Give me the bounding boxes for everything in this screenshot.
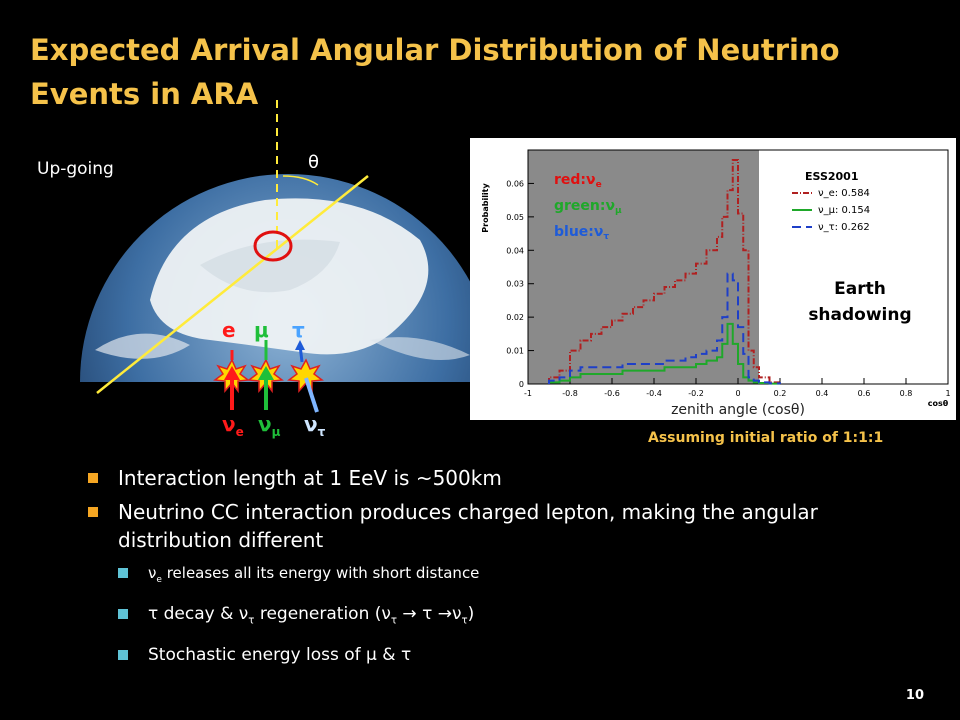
x-tick-label: 1: [945, 389, 950, 398]
x-axis-label: cosθ: [928, 399, 949, 408]
legend-title: ESS2001: [805, 170, 858, 183]
legend-entry-1: ν_μ: 0.154: [818, 205, 870, 216]
y-tick-label: 0.04: [506, 246, 524, 255]
y-axis-label: Probability: [481, 183, 490, 233]
overlay-label-blue: blue:ντ: [554, 224, 609, 242]
y-tick-label: 0.01: [506, 347, 524, 356]
legend-entry-0: ν_e: 0.584: [818, 188, 870, 199]
x-tick-label: 0.8: [900, 389, 913, 398]
lepton-mu-label: μ: [254, 318, 269, 342]
nu-tau-arrow: [304, 377, 319, 413]
zenith-angle-caption: zenith angle (cosθ): [671, 402, 805, 418]
x-tick-label: 0.4: [816, 389, 829, 398]
interaction-star-tau: [287, 358, 324, 394]
series-0-line: [548, 159, 781, 384]
interaction-star-mu: [247, 358, 284, 394]
x-tick-label: 0.2: [774, 389, 787, 398]
theta-arc: [282, 175, 319, 186]
overlay-label-green: green:νμ: [554, 198, 622, 216]
y-tick-label: 0: [519, 380, 524, 389]
page-number: 10: [905, 688, 924, 703]
up-going-label: Up-going: [37, 159, 114, 179]
theta-label: θ: [308, 152, 320, 173]
ratio-note: Assuming initial ratio of 1:1:1: [648, 430, 884, 446]
nu-mu-label: νμ: [258, 412, 281, 439]
x-tick-label: 0: [735, 389, 740, 398]
series-2-line: [548, 272, 781, 385]
y-tick-label: 0.02: [506, 313, 524, 322]
y-tick-label: 0.03: [506, 280, 524, 289]
nu-e-label: νe: [222, 412, 244, 439]
bullet-nu-e: νe releases all its energy with short di…: [118, 560, 918, 593]
interaction-star-e: [213, 358, 250, 394]
tau-track: [298, 344, 304, 363]
series-1-line: [548, 322, 781, 385]
x-tick-label: -0.6: [604, 389, 620, 398]
lepton-e-label: e: [222, 318, 236, 342]
x-tick-label: -0.8: [562, 389, 578, 398]
x-tick-label: -0.4: [646, 389, 662, 398]
earth-shadowing-label-1: Earth: [834, 279, 886, 299]
probability-chart: -1 -0.8 -0.6 -0.4 -0.2 0 0.2 0.4 0.6 0.8 1 0 0.01 0.0…: [481, 149, 951, 418]
ara-detector-circle: [253, 230, 293, 262]
bullet-tau-decay: τ decay & ντ regeneration (ντ → τ →ντ): [118, 601, 918, 634]
x-tick-label: 0.6: [858, 389, 871, 398]
earth-shadow-region: [528, 150, 759, 384]
probability-chart-frame: -1 -0.8 -0.6 -0.4 -0.2 0 0.2 0.4 0.6 0.8 1 0 0.01 0.0…: [470, 138, 956, 420]
legend-entry-2: ν_τ: 0.262: [818, 222, 870, 233]
bullet-cc-interaction: Neutrino CC interaction produces charged…: [88, 498, 918, 554]
page-title: Expected Arrival Angular Distribution of…: [30, 33, 840, 111]
y-tick-label: 0.06: [506, 179, 524, 188]
x-tick-label: -0.2: [688, 389, 704, 398]
nu-tau-label: ντ: [304, 412, 326, 439]
bullet-stochastic-loss: Stochastic energy loss of μ & τ: [118, 642, 918, 668]
y-tick-label: 0.05: [506, 213, 524, 222]
lepton-tau-label: τ: [292, 318, 305, 342]
bullet-list: Interaction length at 1 EeV is ~500km Ne…: [88, 464, 918, 676]
bullet-interaction-length: Interaction length at 1 EeV is ~500km: [88, 464, 918, 492]
overlay-label-red: red:νe: [554, 172, 602, 190]
track-line: [96, 175, 369, 394]
x-tick-label: -1: [524, 389, 532, 398]
earth-shadowing-label-2: shadowing: [808, 305, 911, 325]
